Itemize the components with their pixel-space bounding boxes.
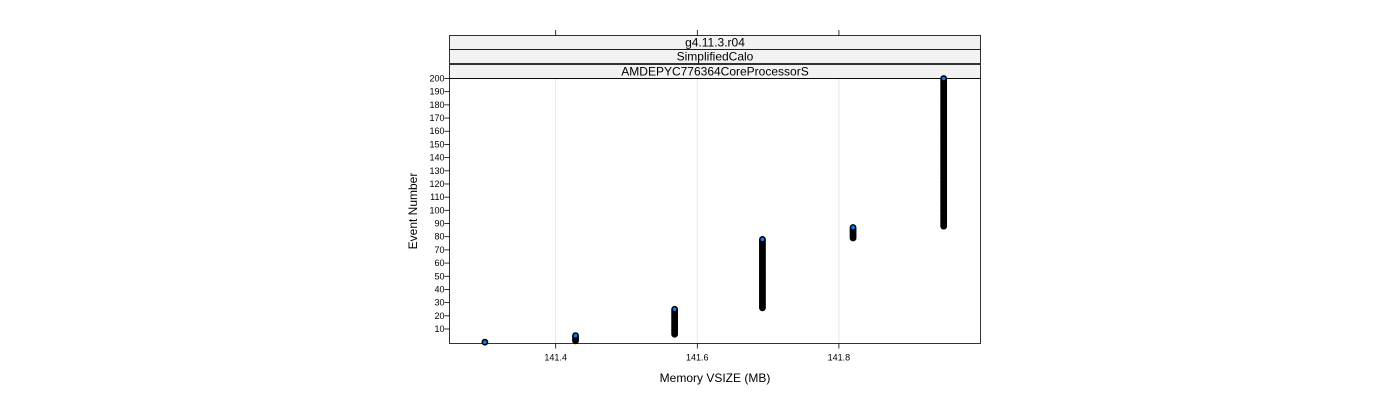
- y-tick-label: 150: [429, 139, 444, 149]
- x-axis: 141.4 141.6 141.8: [544, 343, 851, 363]
- data-point: [849, 224, 857, 231]
- x-tick-label: 141.8: [828, 353, 851, 363]
- data-point: [940, 75, 948, 82]
- data-point: [759, 235, 766, 243]
- y-tick-label: 70: [434, 245, 444, 255]
- data-point: [481, 338, 489, 346]
- data-point: [572, 332, 579, 339]
- data-points: [481, 75, 948, 346]
- y-tick-label: 190: [429, 87, 444, 97]
- y-tick-label: 170: [429, 113, 444, 123]
- x-tick-label: 141.4: [544, 353, 567, 363]
- x-axis-label: Memory VSIZE (MB): [660, 371, 771, 385]
- y-tick-label: 10: [434, 324, 444, 334]
- x-tick-label: 141.6: [686, 353, 709, 363]
- y-tick-label: 130: [429, 166, 444, 176]
- y-tick-label: 160: [429, 126, 444, 136]
- top-axis-ticks: [555, 30, 840, 36]
- y-tick-label: 80: [434, 232, 444, 242]
- plot-panel: [449, 78, 981, 344]
- y-tick-label: 110: [430, 192, 444, 202]
- y-tick-label: 60: [434, 258, 444, 268]
- strip-2: [449, 49, 981, 64]
- y-tick-label: 50: [434, 271, 444, 281]
- grid-lines: [555, 78, 840, 344]
- y-tick-label: 40: [434, 284, 444, 294]
- y-tick-label: 200: [429, 74, 444, 84]
- y-tick-label: 20: [434, 311, 444, 321]
- y-tick-label: 140: [429, 153, 444, 163]
- data-point: [671, 305, 679, 313]
- strip-2-label: SimplifiedCalo: [677, 50, 754, 64]
- y-tick-label: 90: [434, 219, 444, 229]
- y-tick-label: 180: [429, 100, 444, 110]
- y-axis: 10 20 30 40 50 60 70 80 90 100 110 120 130 140 150 160 1…: [429, 74, 450, 334]
- strip-1-label: g4.11.3.r04: [685, 36, 745, 50]
- y-tick-label: 120: [429, 179, 444, 189]
- strip-3-label: AMDEPYC776364CoreProcessorS: [621, 65, 808, 79]
- y-tick-label: 100: [429, 205, 444, 215]
- y-tick-label: 30: [434, 298, 444, 308]
- y-axis-label: Event Number: [406, 173, 420, 250]
